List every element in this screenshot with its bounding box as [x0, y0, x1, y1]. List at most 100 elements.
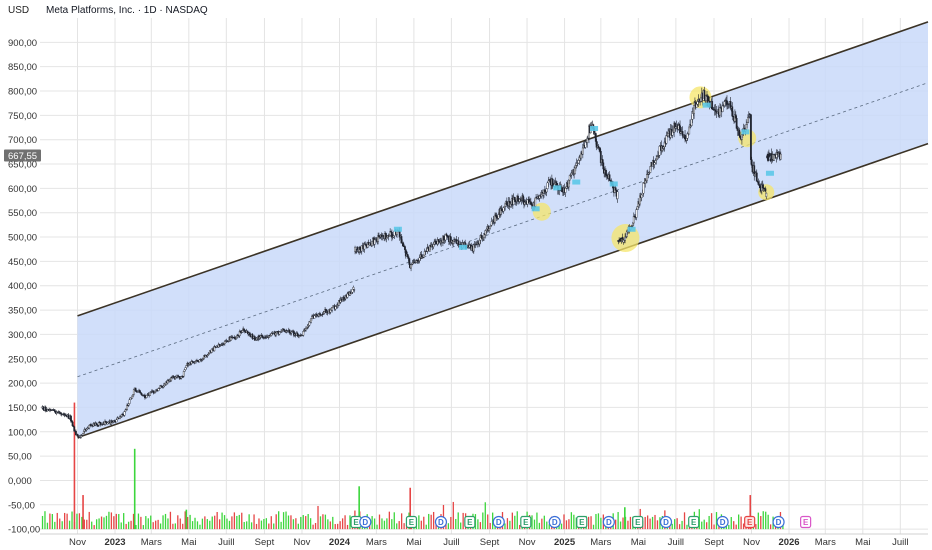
volume-bar [297, 523, 299, 530]
candle-body [390, 232, 393, 238]
volume-bar [100, 516, 103, 530]
channel-fill[interactable] [77, 21, 929, 438]
candle-body [235, 336, 238, 339]
candle-body [185, 365, 188, 368]
volume-bar [376, 524, 378, 530]
dividend-marker[interactable]: D [659, 515, 673, 529]
candle-body [104, 420, 107, 423]
dividend-marker[interactable]: D [602, 515, 615, 529]
volume-spike [133, 448, 136, 530]
candle-body [529, 201, 532, 205]
earnings-marker[interactable]: E [800, 515, 812, 529]
volume-bar [179, 518, 181, 530]
candle-body [674, 126, 677, 129]
candle-body [42, 406, 45, 410]
volume-bar [95, 519, 98, 530]
y-tick-label: 850,00 [8, 62, 37, 73]
y-tick-label: 900,00 [8, 38, 37, 49]
signal-tag [553, 185, 562, 191]
volume-bar [447, 523, 450, 530]
volume-bar [312, 524, 314, 530]
volume-bar [115, 513, 117, 530]
earnings-badge [576, 515, 588, 529]
earnings-badge [405, 515, 418, 529]
candle-body [82, 433, 84, 436]
volume-bar [735, 524, 737, 530]
volume-bar [56, 512, 58, 530]
candle-body [243, 329, 246, 332]
volume-bar [740, 516, 742, 530]
volume-bar [71, 511, 73, 530]
earnings-badge [744, 515, 756, 529]
volume-spike [749, 495, 752, 530]
candle-body [152, 390, 155, 393]
candle-body [210, 348, 213, 353]
dividend-marker[interactable]: D [716, 515, 729, 529]
x-tick-label: Mai [631, 537, 646, 548]
earnings-marker[interactable]: E [520, 515, 532, 529]
channel-upper-line[interactable] [77, 21, 929, 317]
volume-bar [83, 519, 85, 530]
earnings-marker[interactable]: E [576, 515, 588, 529]
earnings-marker[interactable]: E [632, 515, 644, 529]
x-tick-label: 2025 [554, 537, 576, 548]
current-price-badge: 667,55 [4, 149, 41, 162]
signal-tag [765, 170, 774, 176]
channel-median-line[interactable] [77, 82, 929, 378]
dividend-marker[interactable]: D [548, 515, 561, 529]
y-tick-label: 500,00 [8, 233, 37, 244]
volume-bar [701, 521, 703, 530]
y-tick-label: 400,00 [8, 281, 37, 292]
candle-body [748, 113, 751, 115]
volume-bar [649, 518, 651, 530]
volume-bar [755, 524, 757, 530]
volume-bar [329, 521, 331, 530]
volume-bar [290, 515, 292, 530]
volume-bar [278, 511, 280, 530]
volume-bar [236, 515, 238, 530]
volume-bar [103, 517, 105, 530]
volume-bar [157, 519, 159, 530]
earnings-marker[interactable]: E [405, 515, 418, 529]
volume-bar [214, 515, 216, 530]
channel-lower-line[interactable] [77, 142, 929, 439]
volume-bar [172, 523, 174, 530]
price-candles [41, 86, 782, 439]
volume-bar [265, 518, 268, 530]
candle-body [132, 394, 134, 397]
x-tick-label: Juill [892, 537, 908, 548]
dividend-marker[interactable]: D [492, 515, 505, 529]
dividend-marker[interactable]: D [772, 515, 785, 529]
earnings-marker[interactable]: E [688, 515, 700, 529]
candle-body [54, 410, 56, 413]
volume-bar [391, 519, 393, 530]
volume-bar [228, 520, 231, 530]
candle-body [115, 419, 118, 423]
volume-bar [531, 515, 533, 530]
candle-body [138, 390, 141, 393]
earnings-badge [632, 515, 644, 529]
candle-body [194, 361, 197, 364]
candle-body [746, 122, 748, 125]
candle-body [497, 214, 500, 219]
candle-body [432, 244, 435, 248]
volume-bar [206, 519, 208, 530]
volume-bar [255, 523, 258, 530]
candle-body [127, 403, 130, 406]
volume-bar [762, 511, 764, 530]
earnings-marker[interactable]: E [464, 515, 476, 529]
volume-bar [292, 519, 295, 530]
earnings-marker[interactable]: E [744, 515, 756, 529]
volume-bar [573, 514, 575, 530]
candle-body [70, 415, 72, 422]
dividend-marker[interactable]: D [359, 515, 372, 529]
volume-bar [196, 521, 199, 530]
dividend-marker[interactable]: D [434, 515, 448, 529]
candle-body [502, 207, 505, 212]
volume-bar [93, 525, 95, 530]
candle-body [518, 199, 521, 202]
event-label: E [467, 518, 473, 527]
volume-bar [671, 523, 673, 530]
